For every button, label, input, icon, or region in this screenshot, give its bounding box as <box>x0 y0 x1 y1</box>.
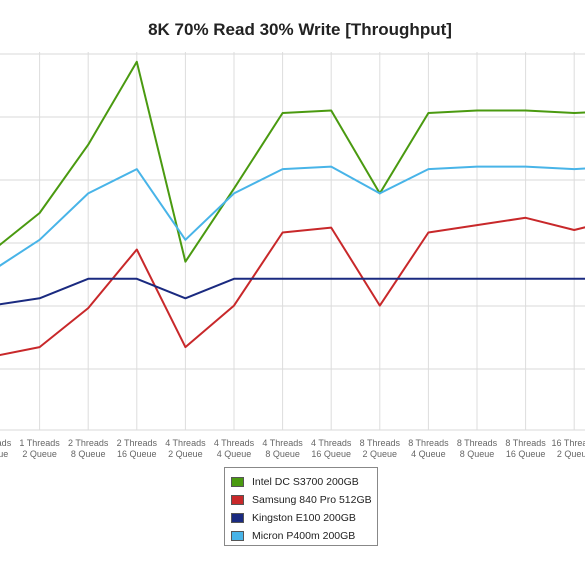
series-line-4 <box>0 165 585 267</box>
legend-item: Kingston E100 200GB <box>231 509 377 527</box>
legend-item: Micron P400m 200GB <box>231 527 377 545</box>
x-tick-label: 4 Threads 2 Queue <box>165 438 206 459</box>
x-tick-label: 1 Threads 2 Queue <box>19 438 60 459</box>
legend-label: Samsung 840 Pro 512GB <box>252 494 372 506</box>
gridlines <box>0 52 585 431</box>
legend-label: Intel DC S3700 200GB <box>252 476 359 488</box>
series-line-3 <box>0 277 585 306</box>
x-tick-label: 2 Threads 16 Queue <box>117 438 158 459</box>
x-tick-label: 4 Threads 4 Queue <box>214 438 255 459</box>
legend-swatch <box>231 477 244 487</box>
x-tick-label: 4 Threads 16 Queue <box>311 438 352 459</box>
x-tick-label: 8 Threads 8 Queue <box>457 438 498 459</box>
x-tick-label: 4 Threads 8 Queue <box>262 438 303 459</box>
legend-item: Samsung 840 Pro 512GB <box>231 491 377 509</box>
x-tick-label: 8 Threads 16 Queue <box>505 438 546 459</box>
x-tick-label: 2 Threads 8 Queue <box>68 438 109 459</box>
x-tick-label: 8 Threads 4 Queue <box>408 438 449 459</box>
series-line-1 <box>0 60 585 263</box>
series-lines <box>0 60 585 357</box>
legend-swatch <box>231 513 244 523</box>
series-line-2 <box>0 216 585 357</box>
legend-item: Intel DC S3700 200GB <box>231 473 377 491</box>
chart-title: 8K 70% Read 30% Write [Throughput] <box>148 20 452 39</box>
legend: Intel DC S3700 200GB Samsung 840 Pro 512G… <box>224 467 378 546</box>
legend-swatch <box>231 531 244 541</box>
x-tick-label: 8 Threads 2 Queue <box>360 438 401 459</box>
legend-label: Kingston E100 200GB <box>252 512 356 524</box>
legend-swatch <box>231 495 244 505</box>
legend-label: Micron P400m 200GB <box>252 530 356 542</box>
